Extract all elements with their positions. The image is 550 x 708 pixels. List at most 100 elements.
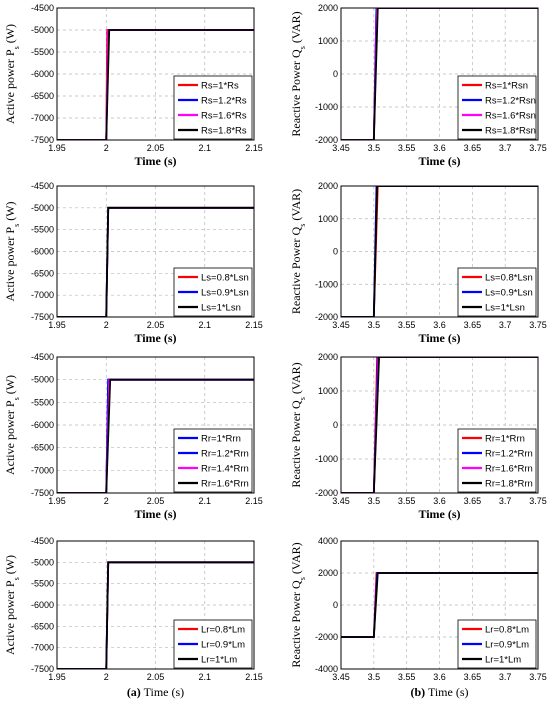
y-tick-label: -5500 [31, 225, 54, 235]
x-tick-label: 3.65 [464, 496, 482, 506]
y-axis-label-main: Reactive Power Q [289, 49, 303, 137]
y-tick-label: -4500 [31, 536, 54, 546]
x-tick-label: 3.55 [398, 496, 416, 506]
y-tick-label: 0 [333, 420, 338, 430]
x-tick-label: 2.15 [245, 320, 263, 330]
legend: Rr=1*Rrn Rr=1.2*Rrn Rr=1.4*Rrn Rr=1.6*Rrn [173, 428, 253, 493]
y-tick-label: -5000 [31, 557, 54, 567]
series-line [57, 378, 254, 493]
x-tick-label: 3.6 [433, 143, 446, 153]
legend-label: Ls=0.9*Lsn [201, 288, 249, 299]
chart-a-0: 1.95 2 2.05 2.1 2.15 -4500 -5000 -5500 -6000 -650… [3, 3, 263, 168]
x-tick-label: 3.6 [433, 672, 446, 682]
x-tick-label: 3.5 [368, 496, 381, 506]
legend-label: Rs=1.8*Rsn [485, 126, 536, 137]
y-axis-label: Reactive Power Qs (VAR) [289, 362, 307, 487]
y-tick-label: -7500 [31, 135, 54, 145]
series-line [341, 8, 538, 140]
plot-frame [340, 185, 539, 318]
caption-b-text: Time (s) [425, 685, 468, 699]
y-axis-label: Reactive Power Qs (VAR) [289, 11, 307, 136]
x-tick-label: 2.1 [198, 143, 211, 153]
y-tick-label: 2000 [318, 181, 338, 191]
y-axis-label: Active power Ps (W) [3, 375, 21, 475]
chart-a-3: 1.95 2 2.05 2.1 2.15 -4500 -5000 -5500 -6000 -650… [3, 536, 263, 682]
x-tick-label: 1.95 [48, 143, 66, 153]
x-tick-label: 3.65 [464, 672, 482, 682]
y-tick-label: -6000 [31, 420, 54, 430]
x-tick-label: 3.6 [433, 496, 446, 506]
x-tick-label: 1.95 [48, 672, 66, 682]
legend-label: Lr=0.9*Lm [201, 640, 245, 651]
x-tick-label: 3.55 [398, 143, 416, 153]
x-tick-label: 2.1 [198, 672, 211, 682]
legend-label: Rr=1.8*Rrn [485, 479, 533, 490]
x-tick-label: 3.5 [368, 320, 381, 330]
series-line [57, 561, 254, 669]
legend-label: Rr=1.2*Rrn [485, 449, 533, 460]
y-tick-label: -1000 [315, 102, 338, 112]
y-tick-label: -6500 [31, 91, 54, 101]
y-axis-label-unit: (W) [3, 201, 17, 223]
legend-box [457, 428, 537, 493]
y-tick-label: -2000 [315, 312, 338, 322]
y-tick-label: -7500 [31, 312, 54, 322]
y-axis-label-main: Active power P [3, 400, 17, 475]
legend: Ls=0.8*Lsn Ls=0.9*Lsn Ls=1*Lsn [457, 267, 537, 317]
x-tick-label: 2.05 [147, 320, 165, 330]
x-tick-label: 1.95 [48, 320, 66, 330]
y-axis-label-sub: s [298, 577, 307, 580]
legend-label: Ls=1*Lsn [485, 303, 525, 314]
y-axis-label-sub: s [12, 224, 21, 227]
y-tick-label: 0 [333, 600, 338, 610]
x-tick-label: 2.05 [147, 143, 165, 153]
legend-box [457, 75, 537, 140]
series-line [341, 357, 538, 493]
y-axis-label-unit: (W) [3, 375, 17, 397]
x-tick-label: 2.15 [245, 672, 263, 682]
chart-a-1: 1.95 2 2.05 2.1 2.15 -4500 -5000 -5500 -6000 -650… [3, 181, 263, 345]
x-tick-label: 2 [104, 143, 109, 153]
plot-frame [340, 7, 539, 141]
legend-label: Rs=1*Rsn [485, 81, 528, 92]
y-tick-label: -7000 [31, 465, 54, 475]
series-line [57, 206, 254, 317]
y-tick-label: -2000 [315, 488, 338, 498]
y-tick-label: -5000 [31, 375, 54, 385]
y-tick-label: -7000 [31, 290, 54, 300]
x-tick-label: 3.5 [368, 672, 381, 682]
y-tick-label: 2000 [318, 3, 338, 13]
y-axis-label-main: Active power P [3, 49, 17, 124]
caption-b-label: (b) [410, 685, 425, 699]
y-axis-label-sub: s [12, 46, 21, 49]
y-axis-label-sub: s [298, 46, 307, 49]
y-axis-label: Reactive Power Qs (VAR) [289, 189, 307, 314]
legend-label: Ls=0.8*Lsn [485, 273, 533, 284]
x-tick-label: 3.45 [332, 320, 350, 330]
x-tick-label: 2 [104, 672, 109, 682]
legend-label: Ls=0.8*Lsn [201, 273, 249, 284]
y-tick-label: 4000 [318, 536, 338, 546]
x-tick-label: 2 [104, 496, 109, 506]
y-tick-label: 2000 [318, 568, 338, 578]
plot-frame [340, 356, 539, 494]
x-axis-label: Time (s) [418, 507, 460, 521]
legend-label: Rr=1.6*Rrn [201, 479, 249, 490]
x-tick-label: 3.5 [368, 143, 381, 153]
x-tick-label: 2.05 [147, 672, 165, 682]
y-tick-label: 1000 [318, 214, 338, 224]
x-tick-label: 3.45 [332, 496, 350, 506]
y-axis-label: Reactive Power Qs (VAR) [289, 542, 307, 667]
legend: Lr=0.8*Lm Lr=0.9*Lm Lr=1*Lm [457, 619, 537, 669]
x-tick-label: 3.45 [332, 143, 350, 153]
x-tick-label: 3.45 [332, 672, 350, 682]
y-axis-label: Active power Ps (W) [3, 201, 21, 301]
legend-label: Lr=1*Lm [485, 655, 521, 666]
y-axis-label: Active power Ps (W) [3, 24, 21, 124]
legend-label: Rr=1.4*Rrn [201, 464, 249, 475]
y-tick-label: 0 [333, 247, 338, 257]
y-axis-label-unit: (VAR) [289, 189, 303, 224]
legend-label: Ls=1*Lsn [201, 303, 241, 314]
legend-label: Lr=0.8*Lm [201, 625, 245, 636]
x-tick-label: 2 [104, 320, 109, 330]
